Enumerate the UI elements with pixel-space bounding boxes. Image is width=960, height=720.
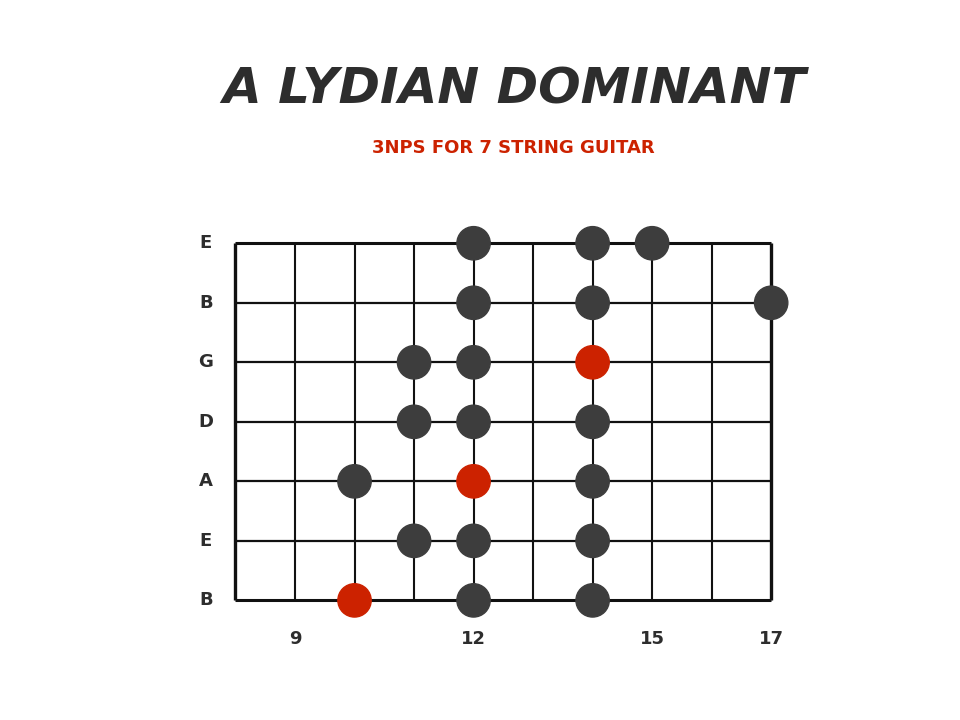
Text: 12: 12 xyxy=(461,630,486,648)
Text: B: B xyxy=(199,294,212,312)
Circle shape xyxy=(457,524,491,557)
Text: D: D xyxy=(198,413,213,431)
Text: 9: 9 xyxy=(289,630,301,648)
Text: E: E xyxy=(200,234,212,252)
Circle shape xyxy=(397,524,431,557)
Circle shape xyxy=(457,346,491,379)
Circle shape xyxy=(636,227,669,260)
Text: G: G xyxy=(199,354,213,372)
Circle shape xyxy=(576,346,610,379)
Circle shape xyxy=(576,227,610,260)
Circle shape xyxy=(457,227,491,260)
Text: A: A xyxy=(199,472,213,490)
Circle shape xyxy=(576,584,610,617)
Circle shape xyxy=(457,584,491,617)
Circle shape xyxy=(457,405,491,438)
Circle shape xyxy=(755,286,788,320)
Circle shape xyxy=(338,464,372,498)
Circle shape xyxy=(338,584,372,617)
Text: E: E xyxy=(200,532,212,550)
Circle shape xyxy=(397,405,431,438)
Circle shape xyxy=(457,464,491,498)
Text: 17: 17 xyxy=(758,630,783,648)
Circle shape xyxy=(576,464,610,498)
Text: 3NPS FOR 7 STRING GUITAR: 3NPS FOR 7 STRING GUITAR xyxy=(372,138,655,157)
Text: A LYDIAN DOMINANT: A LYDIAN DOMINANT xyxy=(222,66,805,114)
Circle shape xyxy=(576,524,610,557)
Circle shape xyxy=(457,286,491,320)
Circle shape xyxy=(576,405,610,438)
Text: B: B xyxy=(199,591,212,609)
Circle shape xyxy=(576,286,610,320)
Circle shape xyxy=(397,346,431,379)
Text: 15: 15 xyxy=(639,630,664,648)
